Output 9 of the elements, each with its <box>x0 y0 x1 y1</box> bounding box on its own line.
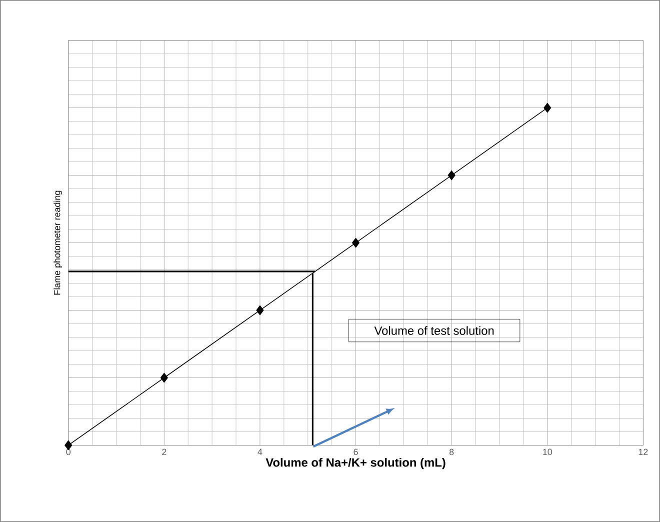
x-tick-label: 8 <box>449 448 454 456</box>
x-tick-label: 6 <box>354 448 358 456</box>
x-tick-label: 4 <box>258 448 262 455</box>
x-tick-label: 2 <box>162 448 166 455</box>
x-tick-label: 10 <box>543 448 552 456</box>
annotation: Volume of test solution <box>374 326 494 335</box>
x-tick-label: 12 <box>638 448 648 455</box>
x-axis-title: Volume of Na+/K+ solution (mL) <box>266 458 446 470</box>
y-axis-title: Flame photometer reading <box>54 190 62 295</box>
